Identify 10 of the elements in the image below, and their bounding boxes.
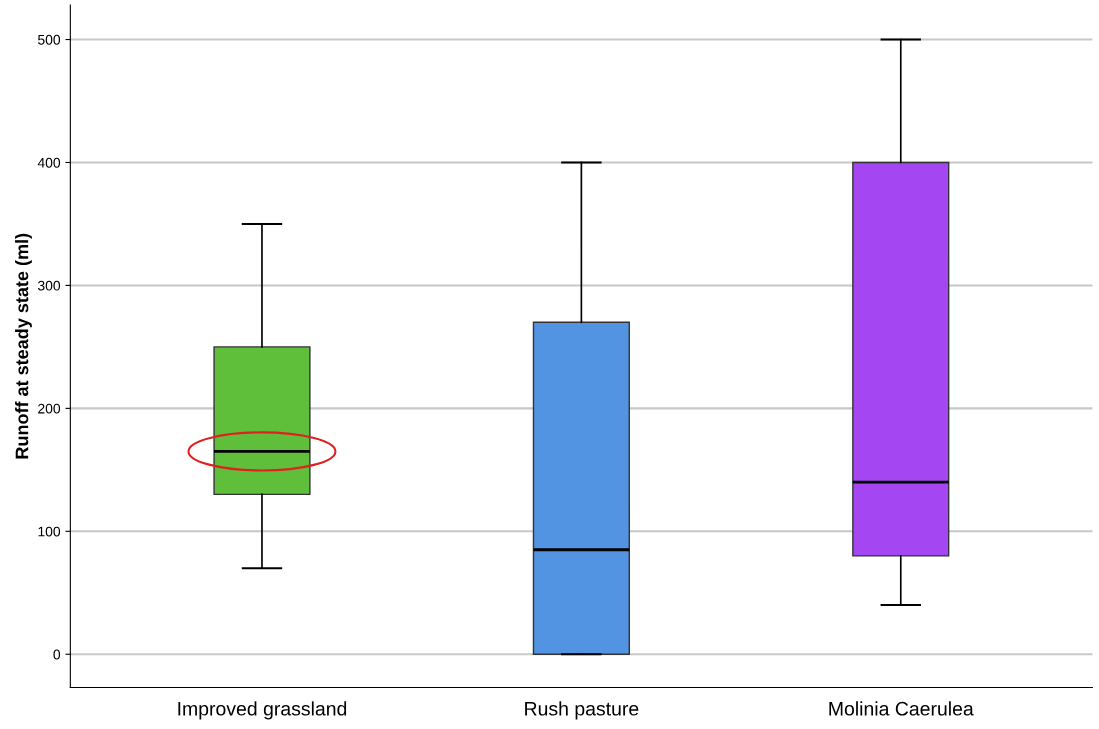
x-tick-label: Molinia Caerulea bbox=[829, 701, 974, 716]
y-tick-label: 400 bbox=[37, 157, 61, 168]
y-tick-label: 200 bbox=[38, 403, 61, 414]
y-tick-label: 300 bbox=[37, 280, 61, 291]
x-tick-label: Improved grassland bbox=[178, 701, 347, 720]
y-tick-label: 100 bbox=[38, 526, 61, 537]
y-axis-title: Runoff at steady state (ml) bbox=[15, 233, 32, 459]
x-tick-label: Rush pasture bbox=[525, 701, 639, 720]
y-tick-label: 500 bbox=[38, 34, 61, 45]
y-tick-label: 0 bbox=[53, 649, 61, 660]
